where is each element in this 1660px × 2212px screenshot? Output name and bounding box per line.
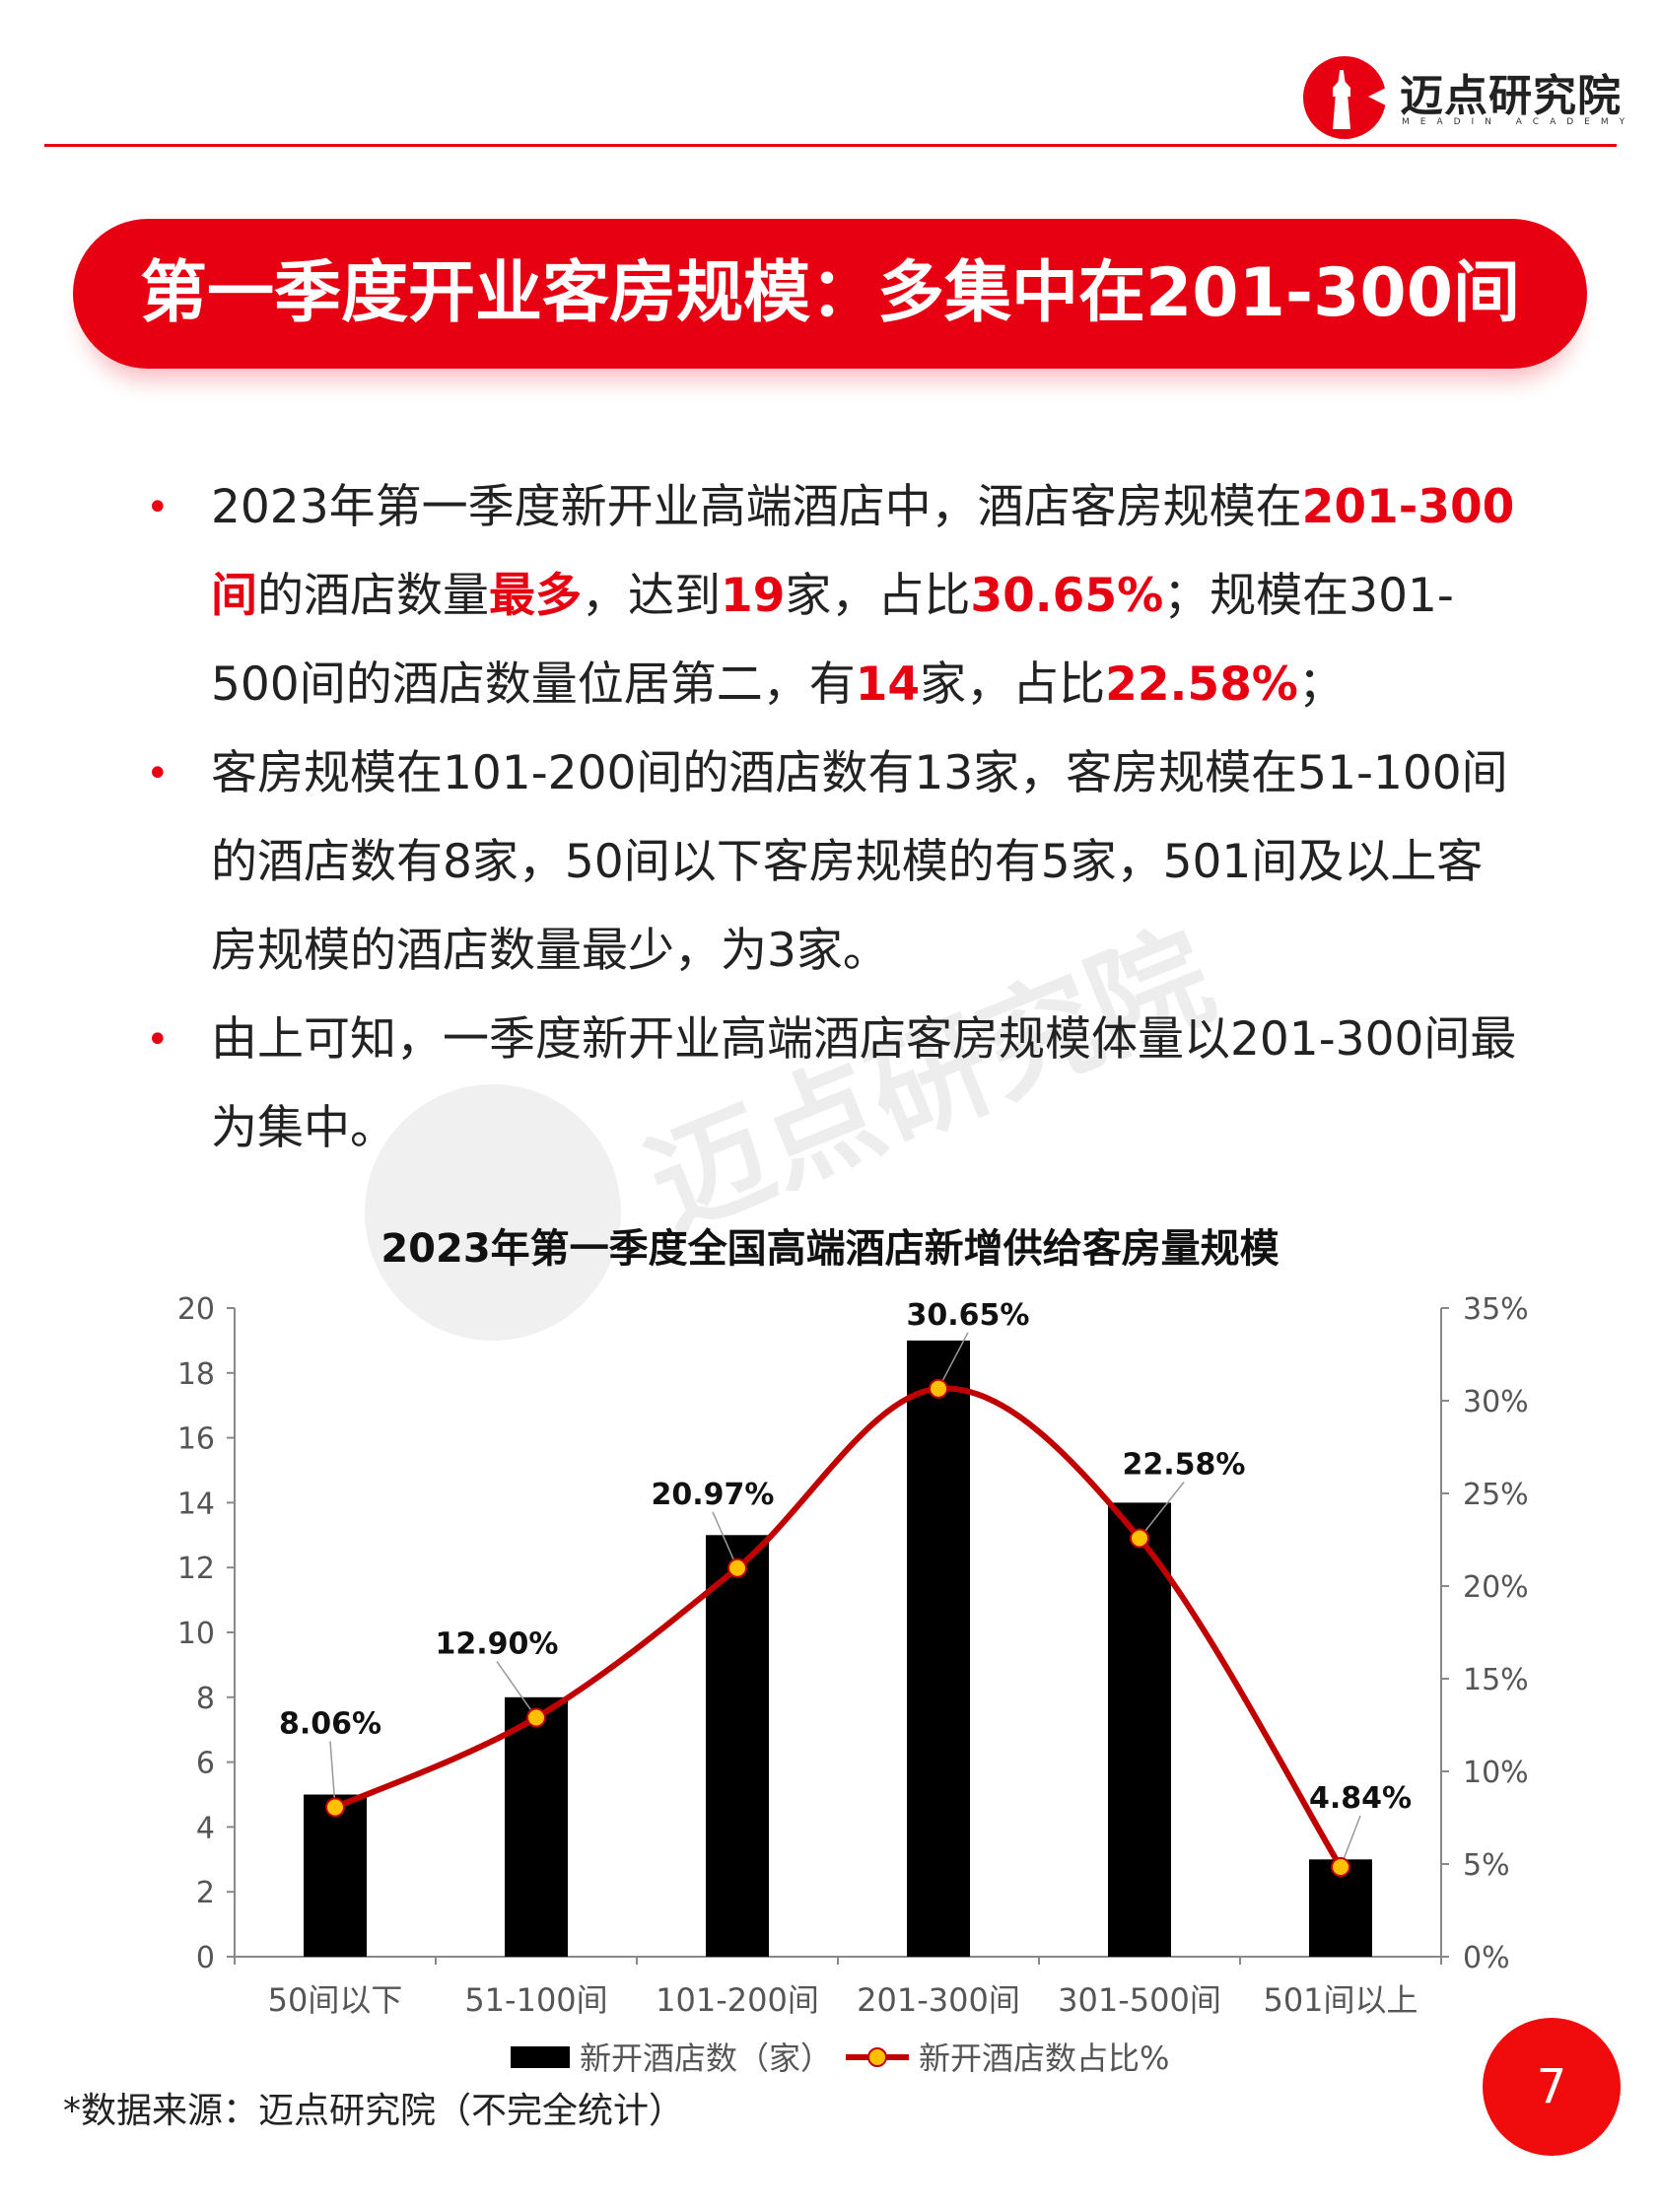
bullet-dot-icon: • (146, 1017, 170, 1063)
data-label-leader (712, 1511, 738, 1569)
highlight-text: 19 (721, 569, 786, 623)
bar (1108, 1502, 1171, 1957)
bullet-text: ；规模在301-500间的酒店数量位居第二，有 (211, 569, 1454, 712)
y-tick-label: 20 (177, 1292, 215, 1327)
bullet-text: 客房规模在101-200间的酒店数有13家，客房规模在51-100间的酒店数有8… (211, 746, 1508, 978)
bullet-text: 2023年第一季度新开业高端酒店中，酒店客房规模在 (211, 480, 1302, 534)
line-marker (526, 1707, 546, 1728)
bullet-text: ； (1297, 657, 1345, 712)
data-source: *数据来源：迈点研究院（不完全统计） (63, 2091, 685, 2131)
bullet-dot-icon: • (146, 751, 170, 796)
y-tick-label: 14 (177, 1486, 215, 1521)
legend-line-label: 新开酒店数占比% (919, 2039, 1169, 2077)
x-tick-label: 201-300间 (857, 1981, 1020, 2019)
page-number: 7 (1483, 2018, 1621, 2156)
bar (907, 1340, 970, 1957)
logo-text: 迈点研究院 (1400, 71, 1622, 121)
data-label-leader (329, 1741, 336, 1808)
x-tick-label: 301-500间 (1058, 1981, 1221, 2019)
y2-tick-label: 20% (1463, 1570, 1529, 1605)
y2-tick-label: 30% (1463, 1385, 1529, 1419)
line-marker (1130, 1528, 1149, 1549)
y-tick-label: 16 (177, 1422, 215, 1457)
highlight-text: 14 (855, 657, 921, 712)
data-label-leader (496, 1661, 537, 1718)
y2-tick-label: 5% (1463, 1848, 1510, 1883)
y-tick-label: 10 (177, 1617, 215, 1651)
bullet-dot-icon: • (146, 485, 170, 530)
data-label: 8.06% (279, 1706, 381, 1741)
bar (706, 1535, 769, 1957)
lighthouse-icon (1333, 70, 1350, 129)
bar (304, 1794, 367, 1957)
highlight-text: 30.65% (970, 569, 1164, 623)
line-marker (325, 1797, 345, 1818)
bullet-list: • 2023年第一季度新开业高端酒店中，酒店客房规模在201-300间的酒店数量最… (138, 463, 1518, 1173)
y2-tick-label: 35% (1463, 1292, 1529, 1327)
x-tick-label: 51-100间 (464, 1981, 607, 2019)
data-label: 30.65% (907, 1298, 1030, 1333)
data-label: 20.97% (652, 1478, 775, 1512)
bullet-text: 家，占比 (920, 657, 1106, 712)
y-tick-label: 12 (177, 1552, 215, 1586)
line-marker (727, 1557, 747, 1578)
y-tick-label: 8 (196, 1682, 215, 1716)
highlight-text: 最多 (489, 569, 582, 623)
data-label: 12.90% (436, 1626, 559, 1661)
data-label: 22.58% (1123, 1447, 1246, 1482)
y-tick-label: 0 (196, 1941, 215, 1975)
x-tick-label: 501间以上 (1263, 1981, 1418, 2019)
bullet-text: ，达到 (582, 569, 721, 623)
watermark-logo (365, 1084, 621, 1341)
bar (505, 1696, 568, 1957)
legend-bar-label: 新开酒店数（家） (580, 2039, 832, 2077)
data-label: 4.84% (1309, 1781, 1412, 1816)
data-label-leader (937, 1332, 969, 1390)
bullet-text: 由上可知，一季度新开业高端酒店客房规模体量以201-300间最为集中。 (211, 1012, 1517, 1155)
y2-tick-label: 0% (1463, 1941, 1510, 1975)
bullet-item: • 2023年第一季度新开业高端酒店中，酒店客房规模在201-300间的酒店数量最… (138, 463, 1518, 729)
x-tick-label: 101-200间 (656, 1981, 819, 2019)
line-marker (1331, 1857, 1350, 1878)
x-tick-label: 50间以下 (268, 1981, 403, 2019)
bullet-item: • 由上可知，一季度新开业高端酒店客房规模体量以201-300间最为集中。 (138, 996, 1518, 1173)
logo-subtext: MEADIN ACADEMY (1402, 117, 1636, 127)
title-banner: 第一季度开业客房规模：多集中在201-300间 (73, 219, 1587, 369)
legend-line-marker (867, 2047, 887, 2067)
line-marker (929, 1378, 948, 1399)
header-rule (44, 144, 1617, 147)
data-label-leader (1139, 1482, 1185, 1539)
highlight-text: 22.58% (1105, 657, 1298, 712)
logo: 迈点研究院 MEADIN ACADEMY (1303, 54, 1628, 143)
bullet-text: 的酒店数量 (257, 569, 489, 623)
y-tick-label: 4 (196, 1811, 215, 1845)
bullet-text: 家，占比 (785, 569, 971, 623)
y-tick-label: 2 (196, 1876, 215, 1910)
chart-title: 2023年第一季度全国高端酒店新增供给客房量规模 (380, 1226, 1279, 1272)
highlight-text: 201-300间 (211, 480, 1515, 623)
legend-bar-swatch (511, 2046, 570, 2068)
bullet-item: • 客房规模在101-200间的酒店数有13家，客房规模在51-100间的酒店数有… (138, 729, 1518, 996)
y2-tick-label: 15% (1463, 1663, 1529, 1697)
y2-tick-label: 10% (1463, 1756, 1529, 1790)
y-tick-label: 6 (196, 1747, 215, 1781)
y2-tick-label: 25% (1463, 1478, 1529, 1512)
page-title: 第一季度开业客房规模：多集中在201-300间 (139, 254, 1521, 332)
y-tick-label: 18 (177, 1357, 215, 1392)
